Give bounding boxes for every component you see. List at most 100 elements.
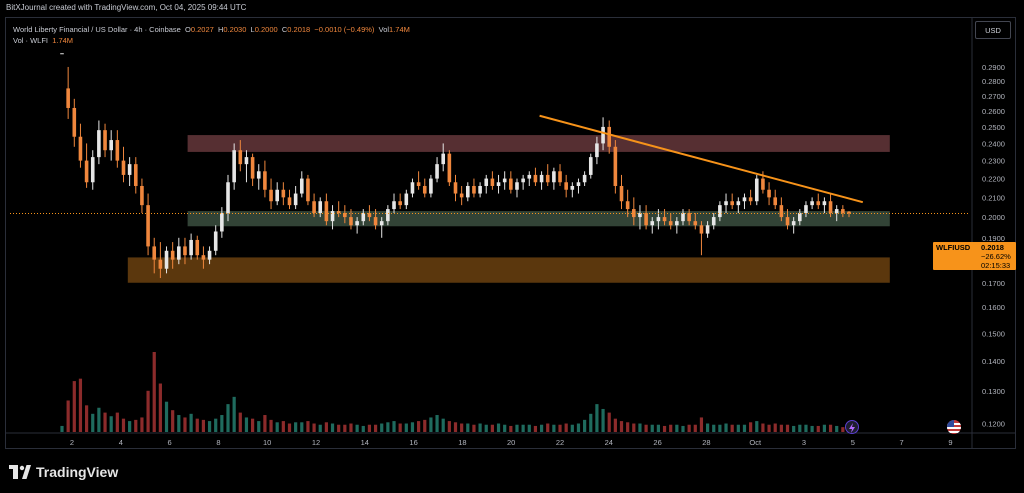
volume-bar [484,424,488,432]
currency-button[interactable]: USD [975,21,1011,39]
volume-bar [798,424,802,432]
candle-body [213,231,218,251]
volume-bar [207,421,212,432]
time-tick-label: 2 [70,438,74,447]
candle-body [90,157,95,183]
candle-body [644,213,648,226]
volume-bar [841,427,845,432]
symbol-description[interactable]: World Liberty Financial / US Dollar · 4h… [13,25,181,34]
lightning-bolt-icon[interactable] [845,420,859,434]
volume-bar [115,412,119,432]
candle-body [767,189,771,198]
volume-bar [472,424,476,432]
high-value: 0.2030 [223,25,247,34]
price-tick-label: 0.2900 [982,63,1005,72]
candle-body [146,205,150,247]
time-tick-label: Oct [749,438,762,447]
time-tick-label: 7 [900,438,904,447]
candle-body [588,157,593,175]
volume-bar [583,419,587,432]
time-tick-label: 28 [702,438,710,447]
volume-bar [779,424,783,432]
candle-body [810,201,814,206]
time-tick-label: 26 [653,438,661,447]
candle-body [84,160,89,183]
candle-body [299,178,304,194]
candle-body [625,201,630,210]
candle-body [410,182,415,194]
candle-body [816,201,821,206]
volume-bar [238,412,242,432]
demand-zone [127,257,890,283]
candle-body [330,211,335,222]
candle-body [613,146,618,186]
volume-bar [712,424,716,432]
volume-bar [232,396,236,432]
candle-body [447,153,452,183]
price-tick-label: 0.1300 [982,387,1005,396]
price-tick-label: 0.1200 [982,419,1005,428]
candle-body [287,197,292,206]
volume-bar [515,424,519,432]
candle-body [238,150,243,165]
candle-body [828,201,833,214]
candle-body [103,130,107,151]
candle-body [416,182,421,186]
candle-body [318,201,323,214]
volume-bar [835,425,839,432]
volume-bar [97,407,101,432]
volume-bar [435,415,439,432]
candle-body [484,178,489,186]
volume-bar [767,424,771,432]
volume-bar [78,378,83,432]
volume-bar [466,423,470,432]
candle-body [453,182,458,194]
candle-body [754,178,759,202]
candle-body [650,221,655,226]
us-flag-icon[interactable] [947,420,961,434]
time-tick-label: 6 [168,438,172,447]
candle-body [632,209,636,218]
candle-body [779,205,784,218]
candle-body [140,185,144,206]
volume-bar [66,400,70,432]
volume-indicator-value: 1.74M [52,36,74,45]
candle-body [336,211,341,214]
price-tick-label: 0.2300 [982,157,1005,166]
tradingview-logo[interactable]: TradingView [9,463,118,481]
volume-bar [693,424,697,432]
volume-bar [828,424,833,432]
volume-bar [761,423,765,432]
volume-bar [146,390,150,432]
volume-bar [785,424,790,432]
volume-bar [429,417,433,432]
volume-bar [337,424,341,432]
volume-bar [189,413,193,432]
volume-bar [214,418,218,432]
candle-body [742,197,747,202]
volume-bar [558,424,562,432]
volume-bar [91,413,95,432]
high-label: H [218,25,224,34]
candle-body [189,239,193,256]
price-tick-label: 0.2700 [982,92,1005,101]
candle-body [791,221,796,226]
candle-body [306,178,310,202]
candle-body [545,174,550,183]
volume-bar [453,422,458,432]
candle-body [386,209,390,222]
volume-bar [546,423,550,432]
volume-bar [177,415,181,432]
volume-indicator-row[interactable]: Vol · WLFI 1.74M [13,35,410,46]
candle-body [293,193,298,206]
candle-body [711,217,716,226]
time-tick-label: 8 [216,438,220,447]
candle-body [570,185,575,190]
candle-body [834,209,839,214]
time-tick-label: 5 [851,438,855,447]
time-tick-label: 14 [361,438,369,447]
candle-body [601,126,605,144]
price-tick-label: 0.1600 [982,303,1005,312]
volume-bar [380,423,384,432]
